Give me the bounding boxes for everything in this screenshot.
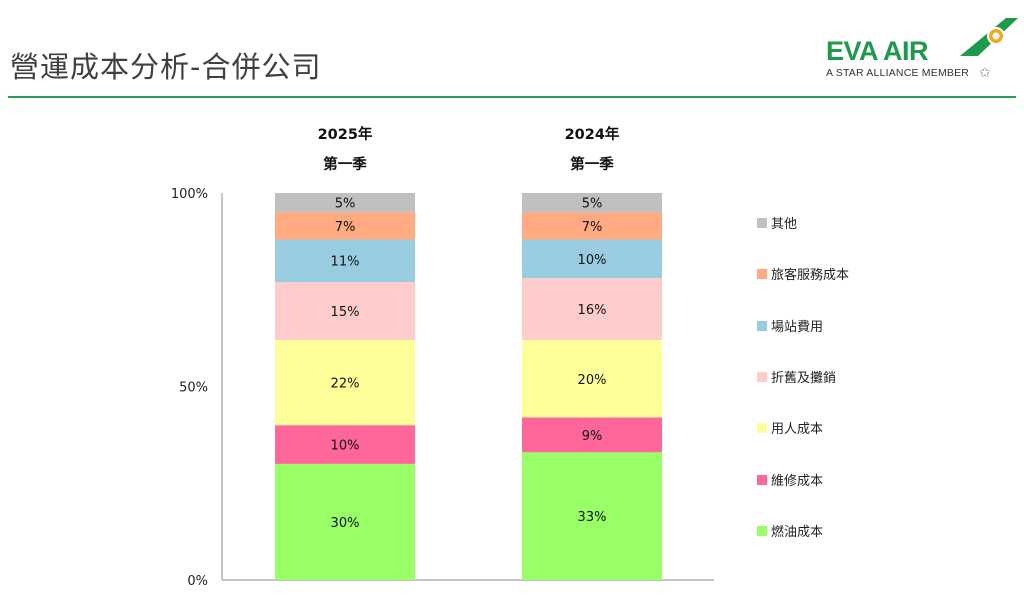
data-label: 16%: [578, 303, 607, 318]
data-label: 11%: [331, 255, 360, 270]
eva-air-logo: EVA AIR A STAR ALLIANCE MEMBER ✩: [822, 14, 1022, 84]
data-label: 22%: [331, 377, 360, 392]
legend-label: 維修成本: [771, 474, 823, 489]
data-label: 10%: [578, 253, 607, 268]
legend-swatch: [757, 475, 767, 485]
bar-segment: [275, 340, 415, 426]
bar-segment: [275, 212, 415, 240]
data-label: 33%: [578, 510, 607, 525]
page-title: 營運成本分析-合併公司: [10, 50, 322, 84]
bar-segment: [522, 417, 662, 453]
bar-segment: [275, 193, 415, 213]
bar-segment: [275, 425, 415, 464]
legend-swatch: [757, 372, 767, 382]
logo-tagline: A STAR ALLIANCE MEMBER: [826, 67, 970, 79]
legend-swatch: [757, 423, 767, 433]
bar-segment: [522, 212, 662, 240]
category-quarter-label: 第一季: [323, 155, 367, 173]
legend-swatch: [757, 269, 767, 279]
legend-label: 用人成本: [771, 422, 823, 437]
data-label: 10%: [331, 439, 360, 454]
data-label: 7%: [335, 220, 356, 235]
legend-swatch: [757, 218, 767, 228]
bar-segment: [275, 239, 415, 283]
data-label: 15%: [331, 305, 360, 320]
legend-label: 折舊及攤銷: [771, 370, 836, 386]
data-label: 30%: [331, 516, 360, 531]
y-tick-label: 0%: [187, 574, 208, 589]
data-label: 5%: [582, 197, 603, 212]
bar-segment: [522, 239, 662, 279]
y-tick-label: 100%: [171, 187, 208, 202]
bar-segment: [522, 452, 662, 580]
data-label: 9%: [582, 429, 603, 444]
legend-label: 旅客服務成本: [771, 267, 849, 283]
logo-wordmark: EVA AIR: [826, 36, 929, 66]
bar-segment: [522, 193, 662, 213]
legend-swatch: [757, 321, 767, 331]
data-label: 7%: [582, 220, 603, 235]
logo-emblem-icon: [960, 18, 1018, 56]
legend-label: 燃油成本: [771, 524, 823, 540]
category-quarter-label: 第一季: [570, 155, 614, 173]
legend-label: 其他: [771, 217, 797, 232]
data-label: 5%: [335, 197, 356, 212]
bar-segment: [275, 463, 415, 580]
data-label: 20%: [578, 373, 607, 388]
legend-label: 場站費用: [771, 320, 823, 335]
category-year-label: 2025年: [318, 125, 373, 143]
header-divider: [8, 96, 1016, 98]
star-alliance-icon: ✩: [979, 65, 991, 81]
bar-segment: [522, 278, 662, 341]
bar-segment: [275, 282, 415, 341]
category-year-label: 2024年: [565, 125, 620, 143]
legend-swatch: [757, 526, 767, 536]
bar-segment: [522, 340, 662, 418]
y-tick-label: 50%: [179, 381, 208, 396]
